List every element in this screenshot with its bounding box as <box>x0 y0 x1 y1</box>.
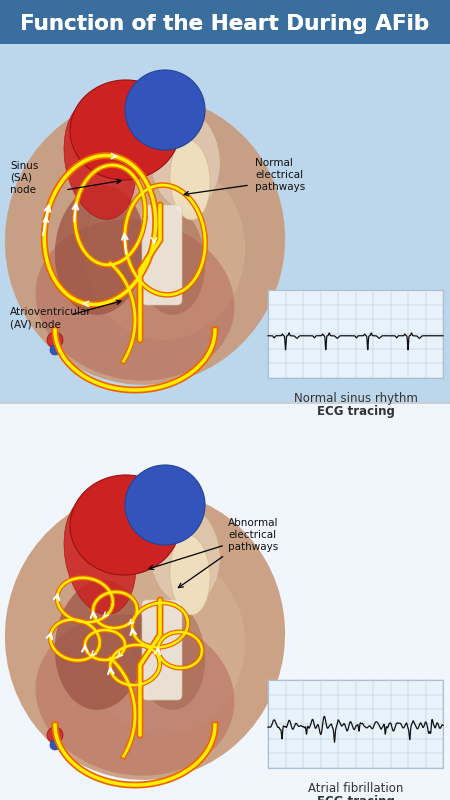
Ellipse shape <box>125 465 205 545</box>
Bar <box>0 400 450 800</box>
Circle shape <box>47 332 63 348</box>
Ellipse shape <box>55 580 145 710</box>
Text: Atrial fibrillation: Atrial fibrillation <box>308 782 403 795</box>
Ellipse shape <box>36 219 234 381</box>
Ellipse shape <box>36 614 234 776</box>
Ellipse shape <box>5 490 285 780</box>
Ellipse shape <box>135 600 205 710</box>
Ellipse shape <box>55 185 145 315</box>
Bar <box>0 0 450 45</box>
Circle shape <box>50 740 60 750</box>
Text: Normal
electrical
pathways: Normal electrical pathways <box>255 158 305 192</box>
Bar <box>268 680 443 768</box>
Ellipse shape <box>85 555 245 735</box>
Ellipse shape <box>135 205 205 315</box>
Ellipse shape <box>150 110 220 210</box>
Ellipse shape <box>150 505 220 605</box>
Text: ECG tracing: ECG tracing <box>316 795 395 800</box>
Ellipse shape <box>64 495 136 614</box>
Ellipse shape <box>170 535 210 615</box>
Text: ECG tracing: ECG tracing <box>316 405 395 418</box>
Bar <box>0 44 450 404</box>
Text: Sinus
(SA)
node: Sinus (SA) node <box>10 161 38 195</box>
Bar <box>0 0 450 400</box>
Ellipse shape <box>64 101 136 219</box>
FancyBboxPatch shape <box>142 600 182 700</box>
Ellipse shape <box>85 160 245 340</box>
Bar <box>0 404 450 800</box>
Bar <box>268 290 443 378</box>
Ellipse shape <box>70 475 180 575</box>
Ellipse shape <box>5 95 285 385</box>
Text: Function of the Heart During AFib: Function of the Heart During AFib <box>20 14 430 34</box>
Text: Abnormal
electrical
pathways: Abnormal electrical pathways <box>228 518 279 552</box>
Circle shape <box>50 345 60 355</box>
Text: Atrioventricular
(AV) node: Atrioventricular (AV) node <box>10 306 92 330</box>
Text: Function of the Heart During AFib: Function of the Heart During AFib <box>20 14 430 34</box>
FancyBboxPatch shape <box>142 205 182 305</box>
Ellipse shape <box>125 70 205 150</box>
Ellipse shape <box>70 80 180 180</box>
Text: Normal sinus rhythm: Normal sinus rhythm <box>293 392 418 405</box>
Circle shape <box>47 727 63 743</box>
Ellipse shape <box>170 140 210 220</box>
